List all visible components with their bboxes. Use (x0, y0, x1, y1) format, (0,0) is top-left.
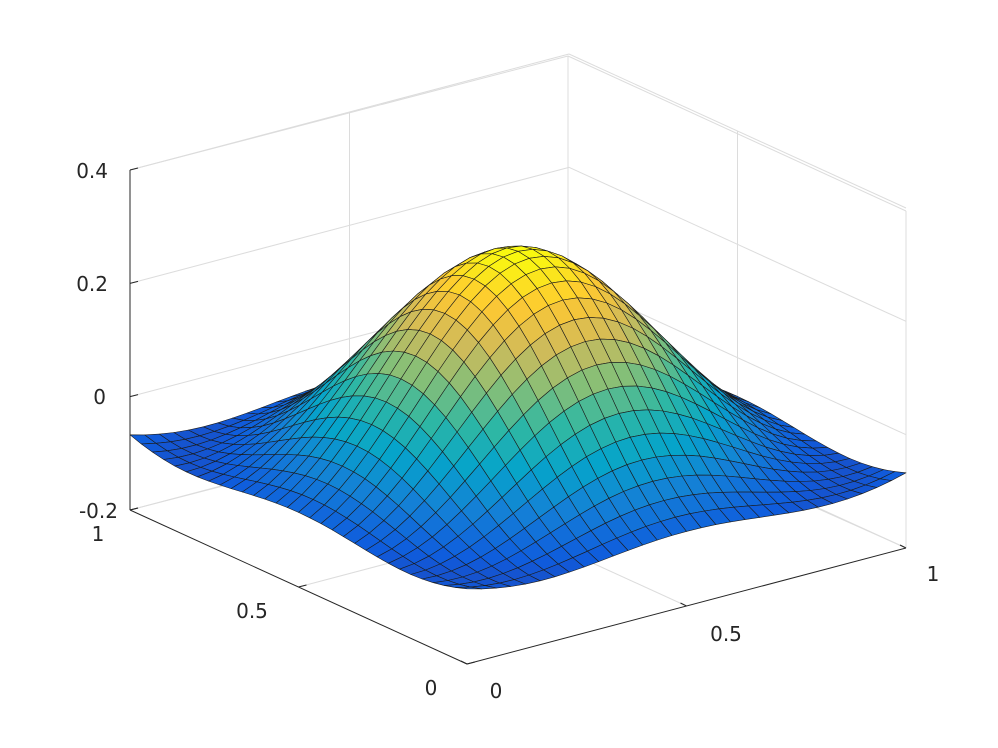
z-tick-mark-2 (129, 280, 139, 284)
z-tick-label-neg0.2: -0.2 (79, 499, 118, 523)
tick-marks (129, 167, 907, 665)
y-tick-mark-2 (129, 507, 139, 511)
surface-facet (455, 586, 482, 590)
z-tick-labels: -0.2 0 0.2 0.4 (76, 159, 118, 523)
y-tick-label-0.5: 0.5 (236, 599, 268, 623)
z-tick-label-0.4: 0.4 (76, 159, 108, 183)
x-tick-mark-1 (680, 602, 687, 607)
x-tick-label-0: 0 (490, 679, 503, 703)
surface-mesh (129, 245, 907, 590)
dynamic-grid (129, 53, 907, 607)
x-tick-label-1: 1 (927, 562, 940, 586)
y-tick-label-0: 0 (425, 676, 438, 700)
x-tick-labels: 0 0.5 1 (490, 562, 940, 703)
y-tick-label-1: 1 (92, 522, 105, 546)
x-tick-mark-2 (899, 544, 907, 549)
z-tick-label-0.2: 0.2 (76, 272, 108, 296)
y-tick-mark-1 (298, 584, 307, 588)
x-tick-label-0.5: 0.5 (710, 622, 742, 646)
z-tick-label-0: 0 (93, 385, 106, 409)
x-tick-mark-0 (460, 660, 468, 665)
y-tick-mark-0 (466, 661, 476, 665)
z-tick-mark-1 (129, 394, 139, 398)
y-tick-labels: 1 0.5 0 (92, 522, 438, 700)
z-tick-mark-3 (129, 167, 139, 171)
axes (129, 167, 907, 665)
